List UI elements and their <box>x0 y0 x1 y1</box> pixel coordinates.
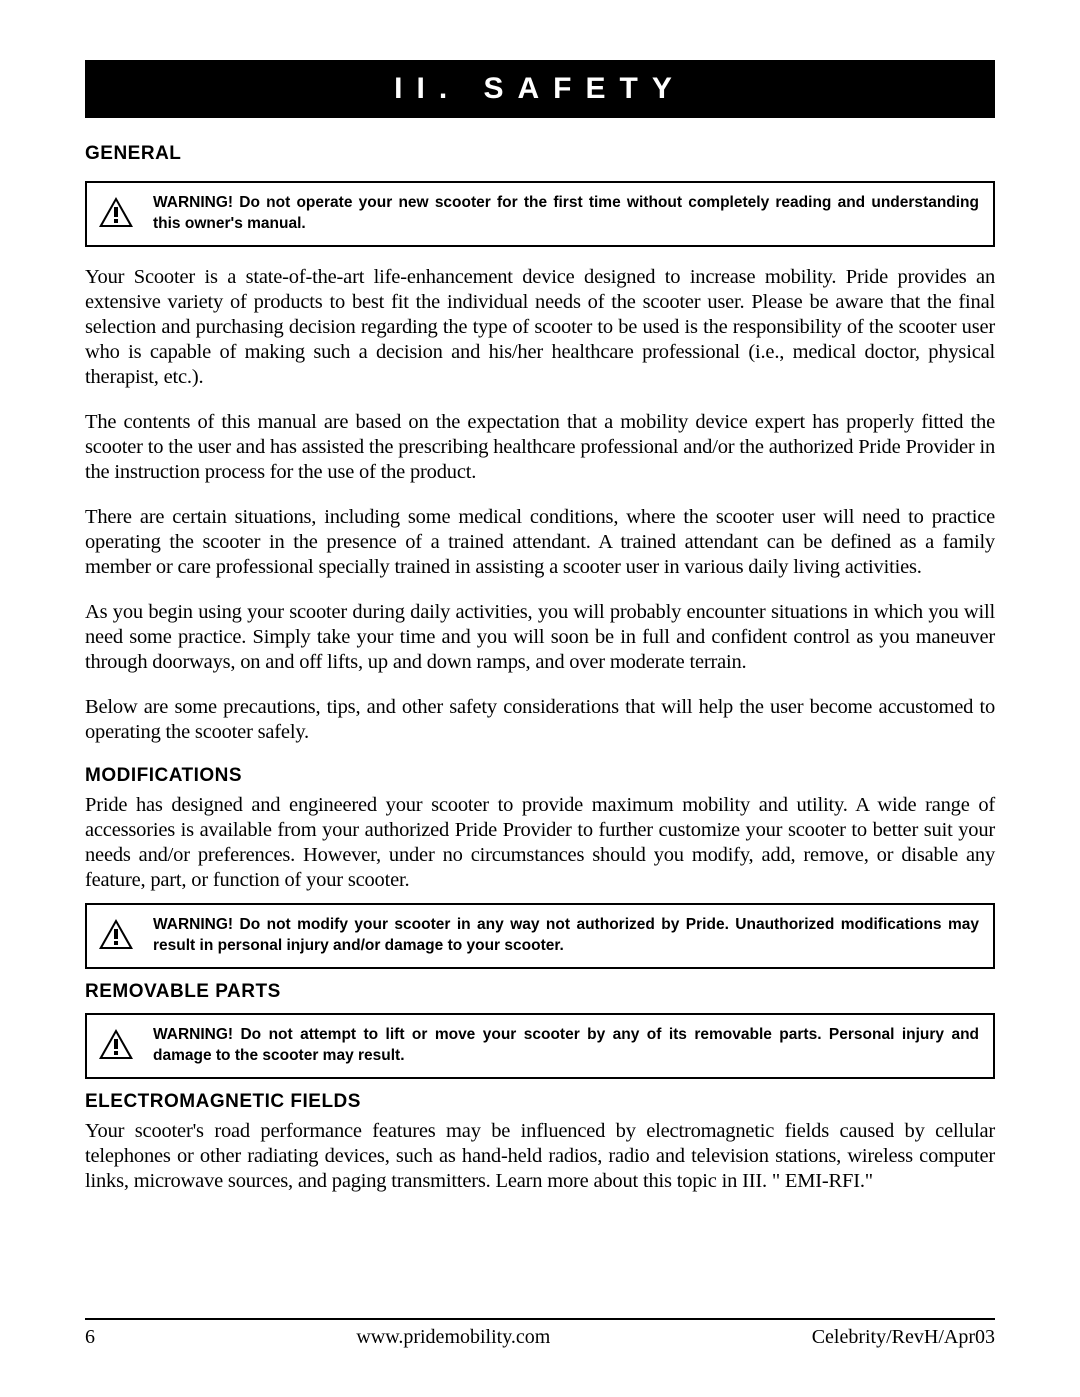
warning-text: WARNING! Do not attempt to lift or move … <box>153 1025 979 1067</box>
footer-url: www.pridemobility.com <box>95 1326 812 1349</box>
body-paragraph: Below are some precautions, tips, and ot… <box>85 695 995 745</box>
heading-emf: ELECTROMAGNETIC FIELDS <box>85 1091 995 1113</box>
warning-box-removable: WARNING! Do not attempt to lift or move … <box>85 1013 995 1079</box>
heading-modifications: MODIFICATIONS <box>85 765 995 787</box>
body-paragraph: Your Scooter is a state-of-the-art life-… <box>85 265 995 390</box>
warning-text: WARNING! Do not modify your scooter in a… <box>153 915 979 957</box>
page-title-bar: II. SAFETY <box>85 60 995 118</box>
body-paragraph: The contents of this manual are based on… <box>85 410 995 485</box>
footer-page-number: 6 <box>85 1326 95 1349</box>
body-paragraph: Pride has designed and engineered your s… <box>85 793 995 893</box>
heading-removable-parts: REMOVABLE PARTS <box>85 981 995 1003</box>
body-paragraph: There are certain situations, including … <box>85 505 995 580</box>
heading-general: GENERAL <box>85 143 995 165</box>
page-footer: 6 www.pridemobility.com Celebrity/RevH/A… <box>85 1318 995 1349</box>
warning-icon <box>97 1027 135 1066</box>
body-paragraph: Your scooter's road performance features… <box>85 1119 995 1194</box>
warning-box-general: WARNING! Do not operate your new scooter… <box>85 181 995 247</box>
warning-icon <box>97 195 135 234</box>
warning-icon <box>97 917 135 956</box>
body-paragraph: As you begin using your scooter during d… <box>85 600 995 675</box>
warning-text: WARNING! Do not operate your new scooter… <box>153 193 979 235</box>
warning-box-modifications: WARNING! Do not modify your scooter in a… <box>85 903 995 969</box>
footer-revision: Celebrity/RevH/Apr03 <box>812 1326 995 1349</box>
